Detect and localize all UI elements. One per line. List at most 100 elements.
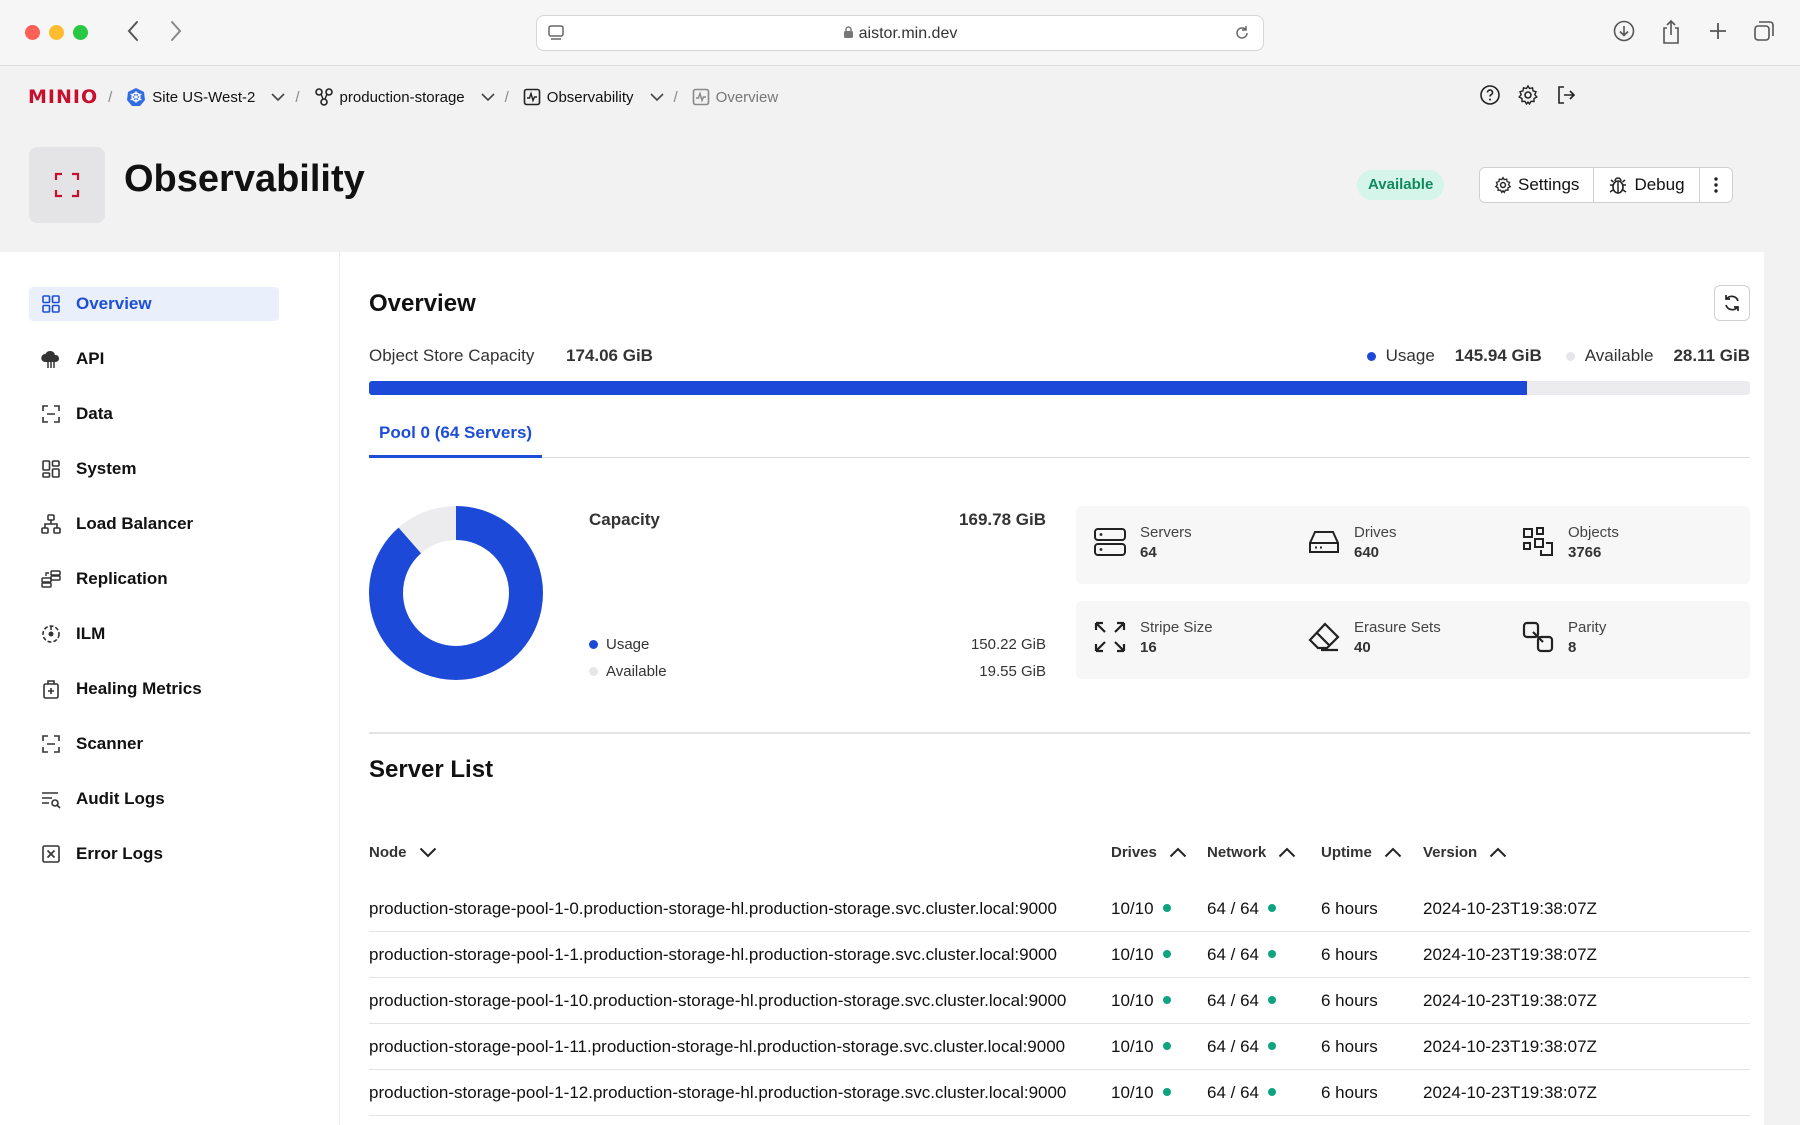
stat-parity: Parity 8 [1520,619,1606,656]
usage-legend-label: Usage [1385,346,1435,365]
download-icon[interactable] [1612,19,1636,48]
stat-drives: Drives 640 [1306,524,1397,561]
breadcrumb-section[interactable]: Observability [523,88,664,106]
more-options-button[interactable] [1699,168,1732,202]
pool-usage-value: 150.22 GiB [970,636,1046,653]
pool-available-value: 19.55 GiB [979,663,1046,680]
capacity-progress-fill [369,381,1527,395]
tab-overview-icon[interactable] [1752,19,1776,48]
stat-value: 3766 [1568,544,1602,561]
server-list-title: Server List [369,756,494,783]
url-value: aistor.min.dev [858,25,958,42]
scan-icon [40,403,62,425]
donut-usage-segment [369,506,543,680]
available-legend-value: 28.11 GiB [1673,346,1750,365]
sidebar-item-label: Scanner [76,734,144,753]
usage-legend-dot [589,640,598,649]
column-header-version[interactable]: Version [1423,844,1507,861]
cell-drives: 10/10 [1111,945,1171,965]
column-header-drives[interactable]: Drives [1111,844,1187,861]
sidebar-item-healing-metrics[interactable]: Healing Metrics [29,672,279,706]
sidebar-item-scanner[interactable]: Scanner [29,727,279,761]
stat-label: Erasure Sets [1354,619,1441,636]
help-icon[interactable] [1479,84,1501,106]
settings-button-label: Settings [1518,175,1580,194]
sidebar-item-overview[interactable]: Overview [29,287,279,321]
bug-icon [1610,177,1627,194]
cell-network: 64 / 64 [1207,899,1276,919]
available-legend-label: Available [1584,346,1654,365]
parity-icon [1520,619,1556,655]
debug-button[interactable]: Debug [1594,168,1700,202]
tab-pool-0[interactable]: Pool 0 (64 Servers) [369,412,543,458]
cell-network-value: 64 / 64 [1207,1083,1259,1102]
overview-title: Overview [369,290,476,317]
stat-value: 16 [1140,639,1157,656]
table-row[interactable]: production-storage-pool-1-11.production-… [369,1024,1750,1070]
stat-label: Stripe Size [1140,619,1213,636]
cell-node: production-storage-pool-1-11.production-… [369,1037,1066,1056]
breadcrumb-site-label: Site US-West-2 [152,88,256,106]
available-legend-dot [1565,351,1575,361]
cell-drives: 10/10 [1111,991,1171,1011]
table-row[interactable]: production-storage-pool-1-12.production-… [369,1070,1750,1116]
breadcrumb-site[interactable]: Site US-West-2 [126,87,285,107]
cell-network: 64 / 64 [1207,1037,1276,1057]
forward-button[interactable] [161,18,191,48]
sidebar: Overview API Data System Load Balancer R… [0,252,340,1125]
stat-label: Drives [1354,524,1397,541]
chevron-up-icon [1169,847,1187,858]
sidebar-item-label: API [76,349,105,368]
sidebar-item-error-logs[interactable]: Error Logs [29,837,279,871]
table-row[interactable]: production-storage-pool-1-1.production-s… [369,932,1750,978]
table-row[interactable]: production-storage-pool-1-10.production-… [369,978,1750,1024]
settings-button[interactable]: Settings [1480,168,1595,202]
sidebar-item-label: Overview [76,294,152,313]
table-row[interactable]: production-storage-pool-1-0.production-s… [369,886,1750,932]
minimize-window-button[interactable] [49,25,64,40]
logout-icon[interactable] [1555,84,1577,106]
sidebar-item-label: Error Logs [76,844,163,863]
pool-erasure-card: Stripe Size 16 Erasure Sets 40 Parity 8 [1076,601,1750,679]
minio-logo[interactable]: MINIO [28,86,98,108]
expand-icon [1092,619,1128,655]
objects-icon [1520,524,1556,560]
address-bar[interactable]: aistor.min.dev [536,15,1264,51]
stat-label: Objects [1568,524,1619,541]
stat-servers: Servers 64 [1092,524,1192,561]
stat-objects: Objects 3766 [1520,524,1619,561]
cell-uptime: 6 hours [1321,899,1378,918]
refresh-icon [1725,295,1739,311]
reload-icon[interactable] [1233,24,1251,47]
column-header-node[interactable]: Node [369,844,437,861]
gear-icon[interactable] [1517,84,1539,106]
sidebar-item-load-balancer[interactable]: Load Balancer [29,507,279,541]
section-divider [369,732,1750,734]
new-tab-icon[interactable] [1706,19,1730,48]
back-button[interactable] [118,18,148,48]
activity-icon [692,88,709,106]
sidebar-item-label: Data [76,404,113,423]
cluster-icon [314,88,333,106]
column-header-network[interactable]: Network [1207,844,1296,861]
sidebar-item-api[interactable]: API [29,342,279,376]
page-menu-icon[interactable] [547,24,565,47]
close-window-button[interactable] [25,25,40,40]
sidebar-item-label: System [76,459,137,478]
column-header-uptime[interactable]: Uptime [1321,844,1402,861]
share-icon[interactable] [1659,19,1683,50]
sidebar-item-system[interactable]: System [29,452,279,486]
sidebar-item-audit-logs[interactable]: Audit Logs [29,782,279,816]
refresh-button[interactable] [1714,285,1750,321]
chevron-left-icon [127,21,138,41]
stat-value: 64 [1140,544,1157,561]
sidebar-item-ilm[interactable]: ILM [29,617,279,651]
page-title: Observability [124,158,365,200]
sidebar-item-replication[interactable]: Replication [29,562,279,596]
maximize-window-button[interactable] [73,25,88,40]
breadcrumb-separator: / [673,88,678,106]
breadcrumb-page: Overview [692,88,778,106]
sidebar-item-data[interactable]: Data [29,397,279,431]
breadcrumb-cluster[interactable]: production-storage [314,87,495,107]
more-vertical-icon [1713,177,1718,193]
